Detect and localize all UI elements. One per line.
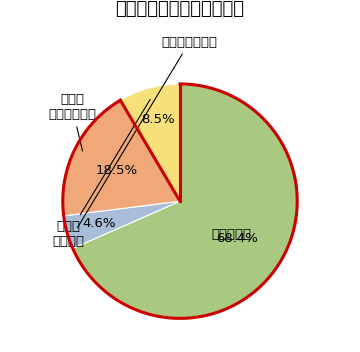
Text: 18.5%: 18.5% <box>96 164 138 177</box>
Text: 都市計画区域外: 都市計画区域外 <box>77 36 217 227</box>
Wedge shape <box>63 100 180 216</box>
Text: その他
都市計画区域: その他 都市計画区域 <box>48 93 96 151</box>
Wedge shape <box>73 84 297 318</box>
Text: 68.4%: 68.4% <box>216 232 258 245</box>
Text: 市街化区域: 市街化区域 <box>211 228 251 241</box>
Text: 市街化
調整区域: 市街化 調整区域 <box>53 100 150 248</box>
Wedge shape <box>120 84 180 201</box>
Text: 4.6%: 4.6% <box>82 217 116 230</box>
Text: 8.5%: 8.5% <box>141 113 175 126</box>
Title: 《都市計画区域との関係》: 《都市計画区域との関係》 <box>116 0 244 18</box>
Wedge shape <box>64 201 180 249</box>
